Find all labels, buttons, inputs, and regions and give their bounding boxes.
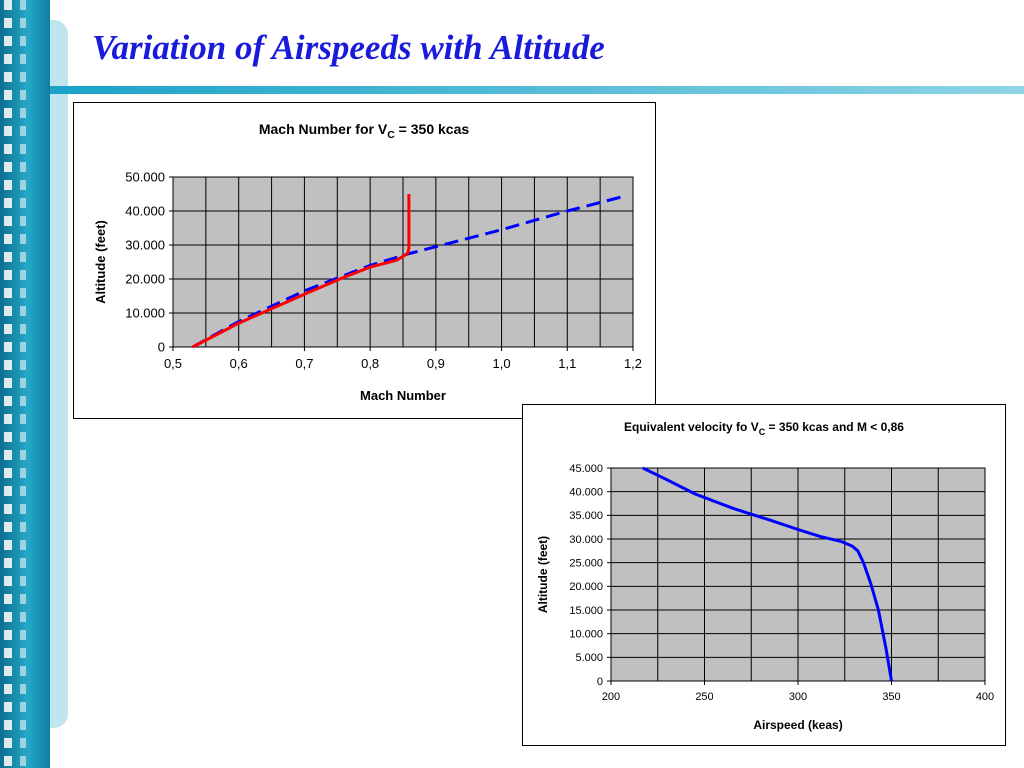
velocity-chart-chart-title: Equivalent velocity fo VC = 350 kcas and…	[624, 420, 904, 437]
velocity-chart-y-tick-label: 30.000	[569, 534, 603, 546]
mach-chart-x-tick-label: 0,8	[361, 356, 379, 371]
slide-title: Variation of Airspeeds with Altitude	[92, 28, 605, 67]
mach-chart-y-tick-label: 10.000	[125, 306, 165, 321]
mach-chart-x-tick-label: 1,1	[558, 356, 576, 371]
velocity-chart-series-line-1	[642, 466, 893, 682]
mach-chart-x-tick-label: 0,6	[230, 356, 248, 371]
mach-chart-series-line-1	[191, 194, 627, 349]
left-decorative-bar	[0, 0, 50, 768]
velocity-chart-x-axis-label: Airspeed (keas)	[753, 718, 842, 732]
equivalent-velocity-chart-panel: 200 250 300 350 400 0 5.000 10.000 15.000 20.000 2…	[522, 404, 1006, 746]
mach-chart-y-tick-label: 40.000	[125, 204, 165, 219]
velocity-chart-y-tick-label: 5.000	[575, 652, 603, 664]
velocity-chart-x-tick-label: 400	[976, 691, 994, 703]
mach-chart-y-axis-label: Altitude (feet)	[93, 220, 108, 304]
mach-chart-y-tick-label: 0	[158, 340, 165, 355]
mach-chart-series-line-2	[192, 194, 411, 349]
dash-strip-inner	[20, 0, 26, 768]
velocity-chart-y-tick-label: 10.000	[569, 629, 603, 641]
mach-chart-y-tick-label: 20.000	[125, 272, 165, 287]
mach-chart-chart-title: Mach Number for VC = 350 kcas	[259, 121, 470, 141]
mach-chart-y-tick-label: 30.000	[125, 238, 165, 253]
velocity-chart-y-tick-label: 25.000	[569, 558, 603, 570]
velocity-chart-y-axis-label: Altitude (feet)	[536, 536, 550, 613]
velocity-chart-y-tick-label: 40.000	[569, 487, 603, 499]
velocity-chart-y-tick-label: 15.000	[569, 605, 603, 617]
velocity-chart-x-tick-label: 200	[602, 691, 620, 703]
velocity-chart-x-tick-label: 350	[882, 691, 900, 703]
velocity-chart-y-tick-label: 20.000	[569, 581, 603, 593]
mach-chart-y-tick-label: 50.000	[125, 170, 165, 185]
equivalent-velocity-chart: 200 250 300 350 400 0 5.000 10.000 15.000 20.000 2…	[536, 420, 994, 732]
mach-chart: 0,5 0,6 0,7 0,8 0,9 1,0 1,1 1,2 0 10.000 20.000 30.…	[93, 121, 642, 403]
mach-chart-x-tick-label: 0,9	[427, 356, 445, 371]
velocity-chart-y-tick-label: 0	[597, 676, 603, 688]
mach-chart-x-axis-label: Mach Number	[360, 388, 446, 403]
mach-chart-panel: 0,5 0,6 0,7 0,8 0,9 1,0 1,1 1,2 0 10.000 20.000 30.…	[73, 102, 656, 419]
mach-chart-x-tick-label: 0,5	[164, 356, 182, 371]
side-accent-panel	[50, 20, 68, 728]
velocity-chart-x-tick-label: 250	[695, 691, 713, 703]
velocity-chart-y-tick-label: 35.000	[569, 510, 603, 522]
mach-chart-x-tick-label: 0,7	[295, 356, 313, 371]
velocity-chart-x-tick-label: 300	[789, 691, 807, 703]
title-rule	[50, 86, 1024, 94]
dash-strip	[4, 0, 12, 768]
velocity-chart-y-tick-label: 45.000	[569, 463, 603, 475]
mach-chart-x-tick-label: 1,0	[493, 356, 511, 371]
mach-chart-x-tick-label: 1,2	[624, 356, 642, 371]
